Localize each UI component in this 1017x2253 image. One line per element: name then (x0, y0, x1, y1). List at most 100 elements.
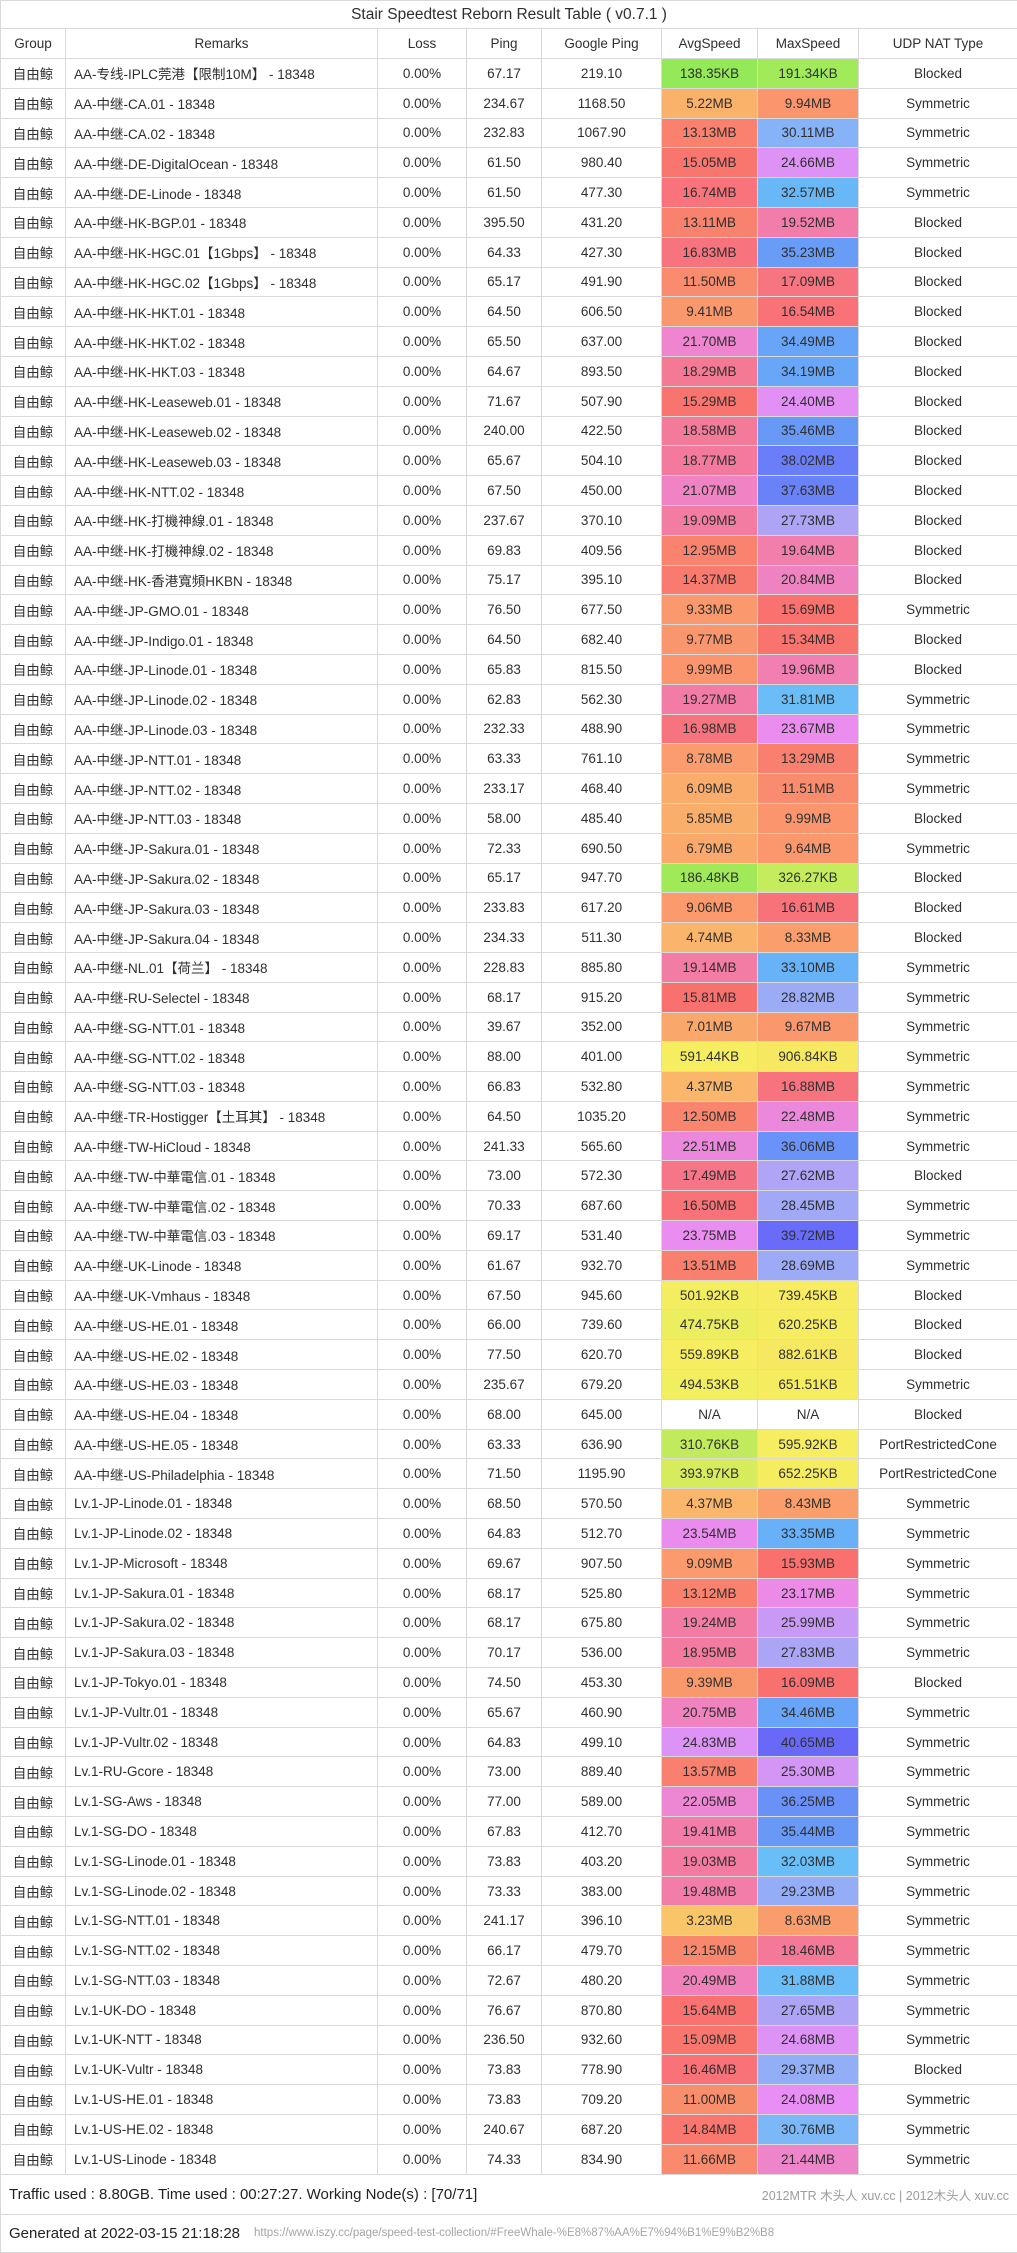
loss-cell: 0.00% (378, 207, 467, 237)
nat-type-cell: Blocked (859, 654, 1017, 684)
remarks-cell: Lv.1-JP-Sakura.02 - 18348 (66, 1608, 378, 1638)
ping-cell: 77.00 (467, 1787, 542, 1817)
table-row: 自由鲸 Lv.1-JP-Sakura.03 - 18348 0.00% 70.1… (1, 1638, 1017, 1668)
loss-cell: 0.00% (378, 1697, 467, 1727)
group-cell: 自由鲸 (1, 2055, 66, 2085)
table-row: 自由鲸 AA-中继-HK-打機神線.01 - 18348 0.00% 237.6… (1, 505, 1017, 535)
maxspeed-cell: 38.02MB (758, 446, 859, 476)
maxspeed-cell: 882.61KB (758, 1340, 859, 1370)
table-row: 自由鲸 Lv.1-SG-NTT.02 - 18348 0.00% 66.17 4… (1, 1936, 1017, 1966)
ping-cell: 64.50 (467, 1101, 542, 1131)
avgspeed-cell: 3.23MB (662, 1906, 758, 1936)
ping-cell: 64.50 (467, 625, 542, 655)
loss-cell: 0.00% (378, 2144, 467, 2174)
group-cell: 自由鲸 (1, 446, 66, 476)
table-row: 自由鲸 AA-中继-TW-中華電信.02 - 18348 0.00% 70.33… (1, 1191, 1017, 1221)
group-cell: 自由鲸 (1, 1221, 66, 1251)
ping-cell: 73.83 (467, 2055, 542, 2085)
nat-type-cell: Symmetric (859, 1608, 1017, 1638)
remarks-cell: AA-中继-SG-NTT.02 - 18348 (66, 1042, 378, 1072)
maxspeed-cell: 34.19MB (758, 356, 859, 386)
avgspeed-cell: 138.35KB (662, 59, 758, 89)
nat-type-cell: Symmetric (859, 1578, 1017, 1608)
maxspeed-cell: 28.45MB (758, 1191, 859, 1221)
group-cell: 自由鲸 (1, 178, 66, 208)
avgspeed-cell: 14.37MB (662, 565, 758, 595)
group-cell: 自由鲸 (1, 1995, 66, 2025)
remarks-cell: Lv.1-JP-Sakura.03 - 18348 (66, 1638, 378, 1668)
google-ping-cell: 504.10 (542, 446, 662, 476)
maxspeed-cell: 27.73MB (758, 505, 859, 535)
ping-cell: 65.67 (467, 446, 542, 476)
ping-cell: 68.17 (467, 1578, 542, 1608)
maxspeed-cell: 32.57MB (758, 178, 859, 208)
maxspeed-cell: 31.81MB (758, 684, 859, 714)
google-ping-cell: 536.00 (542, 1638, 662, 1668)
group-cell: 自由鲸 (1, 1101, 66, 1131)
remarks-cell: Lv.1-SG-NTT.03 - 18348 (66, 1966, 378, 1996)
loss-cell: 0.00% (378, 1846, 467, 1876)
loss-cell: 0.00% (378, 1280, 467, 1310)
maxspeed-cell: 28.69MB (758, 1250, 859, 1280)
google-ping-cell: 1067.90 (542, 118, 662, 148)
google-ping-cell: 453.30 (542, 1668, 662, 1698)
ping-cell: 69.17 (467, 1221, 542, 1251)
loss-cell: 0.00% (378, 952, 467, 982)
avgspeed-cell: 12.95MB (662, 535, 758, 565)
loss-cell: 0.00% (378, 1399, 467, 1429)
nat-type-cell: Symmetric (859, 1727, 1017, 1757)
google-ping-cell: 932.60 (542, 2025, 662, 2055)
nat-type-cell: Symmetric (859, 1042, 1017, 1072)
nat-type-cell: Blocked (859, 386, 1017, 416)
ping-cell: 240.67 (467, 2114, 542, 2144)
google-ping-cell: 412.70 (542, 1817, 662, 1847)
loss-cell: 0.00% (378, 863, 467, 893)
maxspeed-cell: 33.35MB (758, 1519, 859, 1549)
avgspeed-cell: 4.37MB (662, 1489, 758, 1519)
google-ping-cell: 690.50 (542, 833, 662, 863)
google-ping-cell: 1195.90 (542, 1459, 662, 1489)
ping-cell: 76.67 (467, 1995, 542, 2025)
group-cell: 自由鲸 (1, 1161, 66, 1191)
table-row: 自由鲸 Lv.1-SG-NTT.03 - 18348 0.00% 72.67 4… (1, 1966, 1017, 1996)
group-cell: 自由鲸 (1, 1459, 66, 1489)
loss-cell: 0.00% (378, 327, 467, 357)
maxspeed-cell: 29.23MB (758, 1876, 859, 1906)
table-row: 自由鲸 AA-中继-RU-Selectel - 18348 0.00% 68.1… (1, 982, 1017, 1012)
avgspeed-cell: 11.66MB (662, 2144, 758, 2174)
footer-source-url: https://www.iszy.cc/page/speed-test-coll… (254, 2227, 774, 2239)
table-row: 自由鲸 AA-中继-HK-HKT.03 - 18348 0.00% 64.67 … (1, 356, 1017, 386)
maxspeed-cell: 34.49MB (758, 327, 859, 357)
group-cell: 自由鲸 (1, 1578, 66, 1608)
group-cell: 自由鲸 (1, 535, 66, 565)
nat-type-cell: Blocked (859, 505, 1017, 535)
table-row: 自由鲸 AA-中继-HK-Leaseweb.03 - 18348 0.00% 6… (1, 446, 1017, 476)
remarks-cell: Lv.1-US-HE.02 - 18348 (66, 2114, 378, 2144)
group-cell: 自由鲸 (1, 744, 66, 774)
google-ping-cell: 589.00 (542, 1787, 662, 1817)
maxspeed-cell: 906.84KB (758, 1042, 859, 1072)
maxspeed-cell: 36.06MB (758, 1131, 859, 1161)
nat-type-cell: Symmetric (859, 595, 1017, 625)
ping-cell: 69.67 (467, 1548, 542, 1578)
avgspeed-cell: 22.05MB (662, 1787, 758, 1817)
maxspeed-cell: 19.64MB (758, 535, 859, 565)
table-row: 自由鲸 Lv.1-JP-Microsoft - 18348 0.00% 69.6… (1, 1548, 1017, 1578)
google-ping-cell: 709.20 (542, 2085, 662, 2115)
ping-cell: 236.50 (467, 2025, 542, 2055)
ping-cell: 67.50 (467, 1280, 542, 1310)
nat-type-cell: Blocked (859, 59, 1017, 89)
google-ping-cell: 460.90 (542, 1697, 662, 1727)
nat-type-cell: Blocked (859, 625, 1017, 655)
remarks-cell: AA-中继-CA.01 - 18348 (66, 88, 378, 118)
remarks-cell: AA-中继-HK-打機神線.02 - 18348 (66, 535, 378, 565)
header-row: Group Remarks Loss Ping Google Ping AvgS… (1, 29, 1017, 59)
loss-cell: 0.00% (378, 1370, 467, 1400)
avgspeed-cell: 9.06MB (662, 893, 758, 923)
ping-cell: 64.33 (467, 237, 542, 267)
remarks-cell: AA-中继-JP-Linode.03 - 18348 (66, 714, 378, 744)
loss-cell: 0.00% (378, 1429, 467, 1459)
ping-cell: 395.50 (467, 207, 542, 237)
ping-cell: 235.67 (467, 1370, 542, 1400)
nat-type-cell: Symmetric (859, 744, 1017, 774)
